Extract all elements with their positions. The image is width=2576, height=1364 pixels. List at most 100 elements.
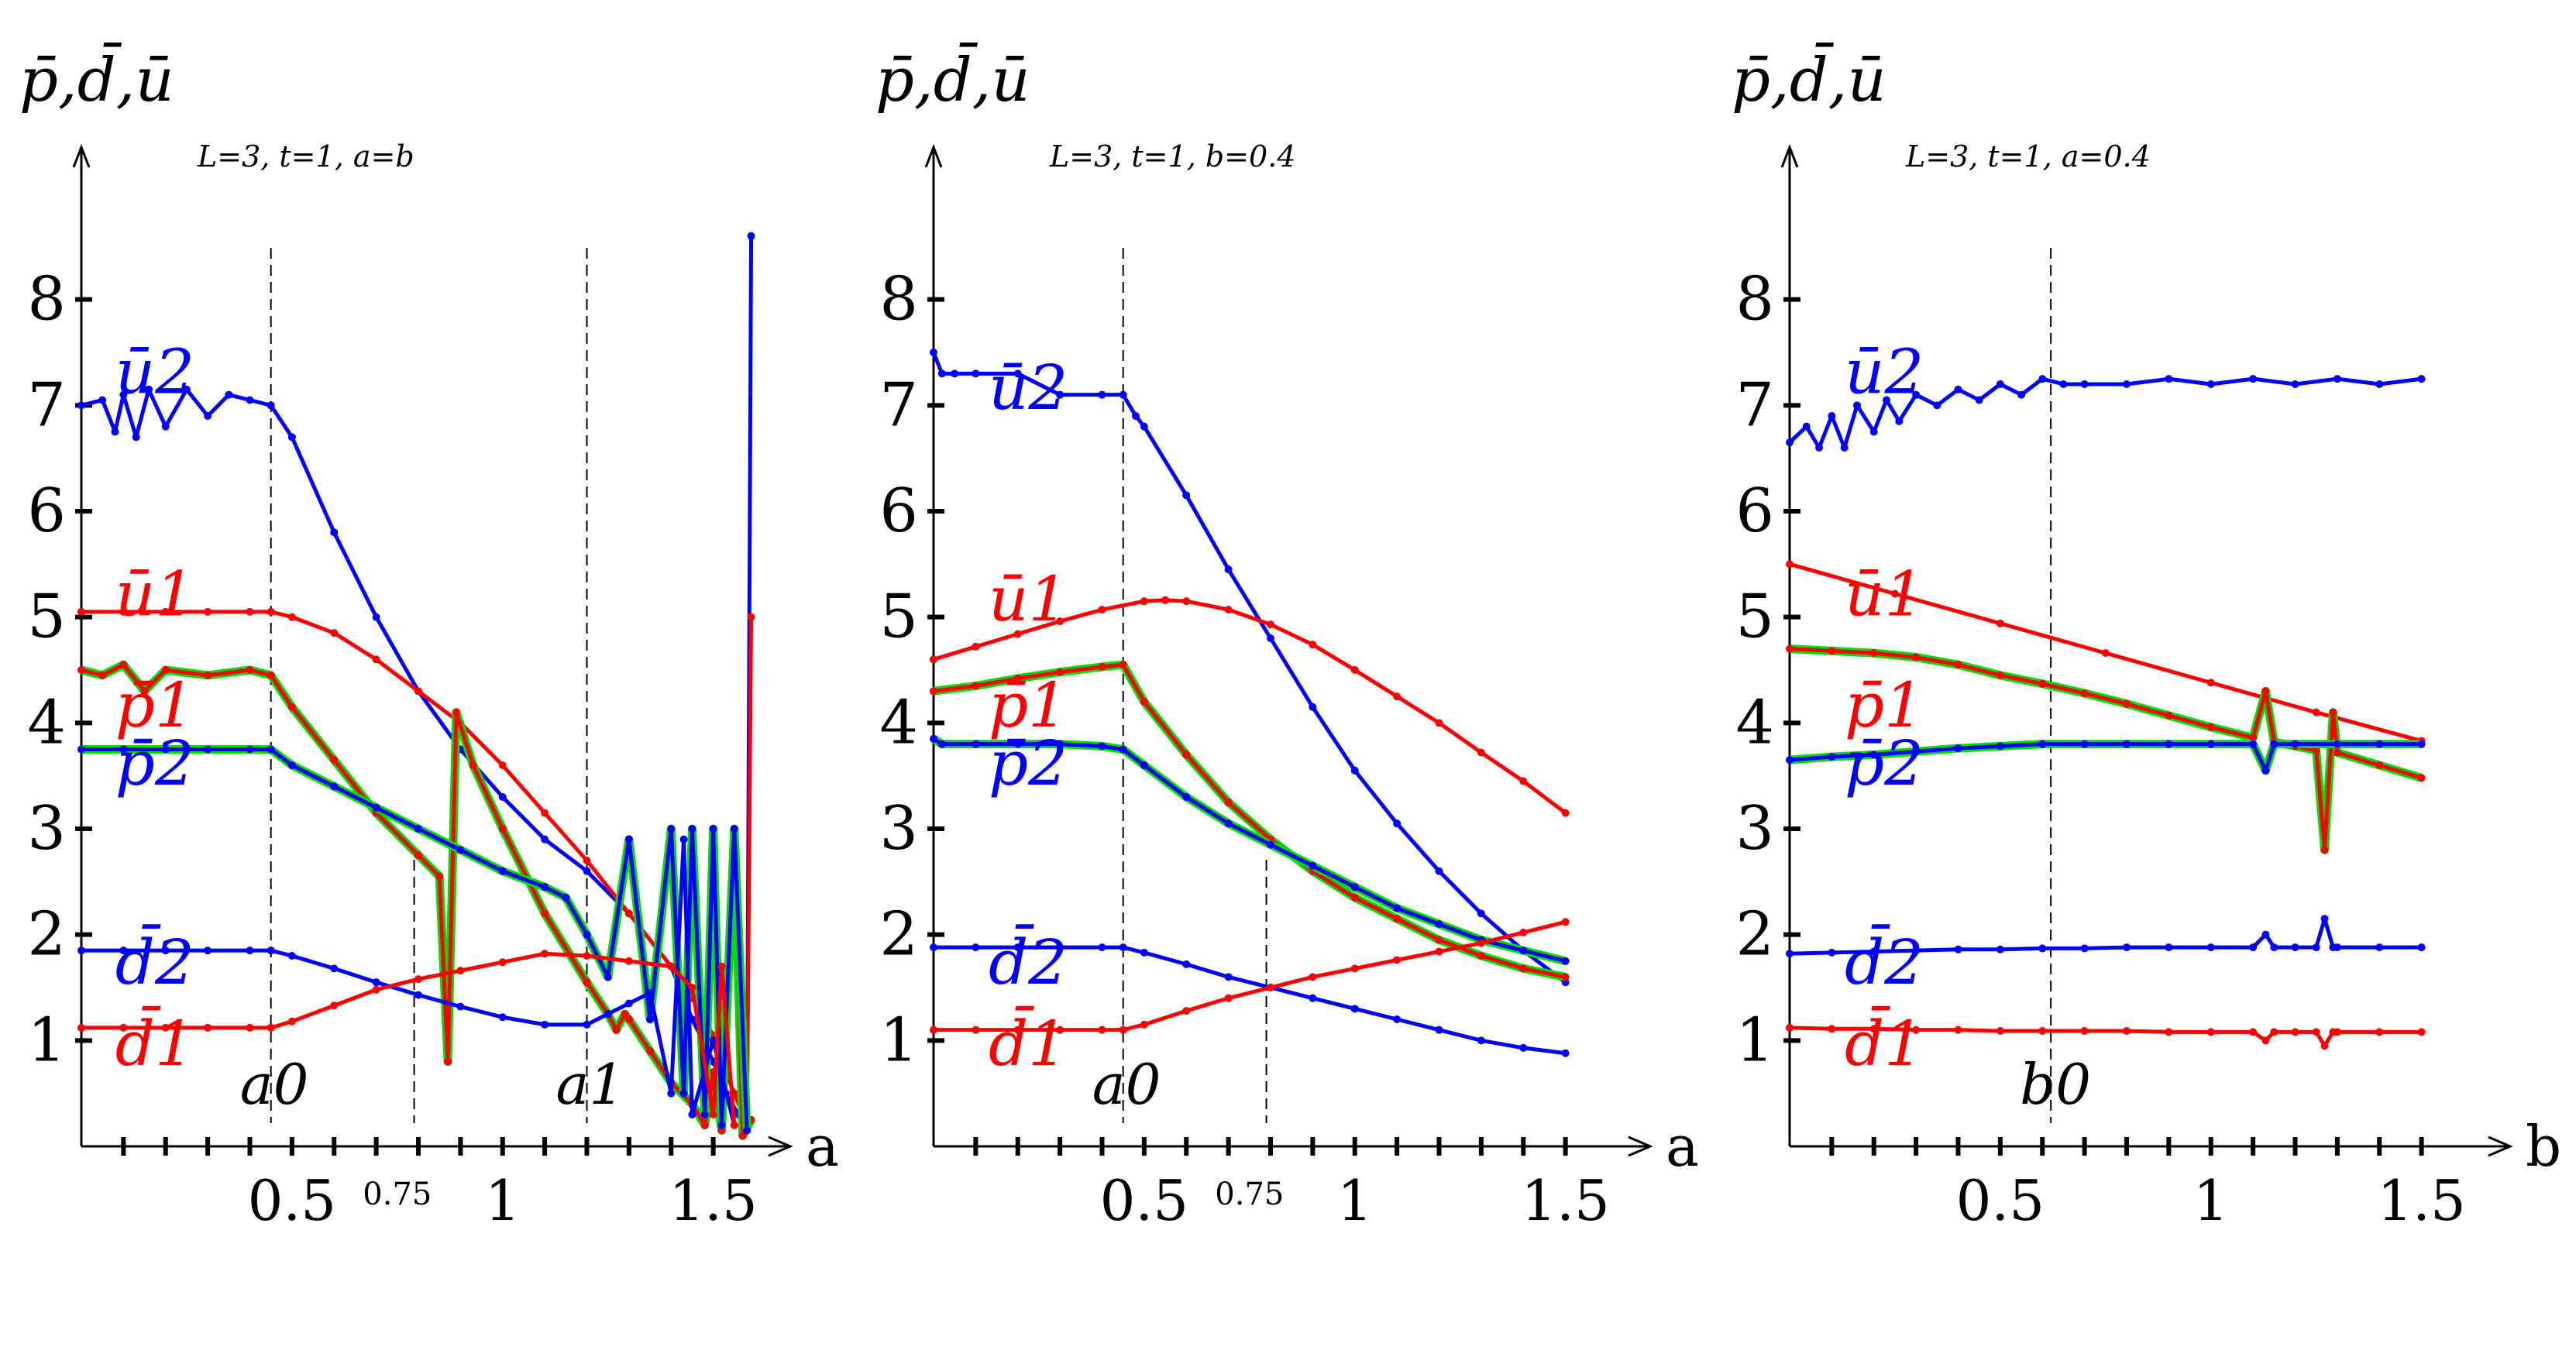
x-tick-label: 1.5 xyxy=(1521,1168,1610,1233)
data-point xyxy=(1098,662,1106,671)
data-point xyxy=(1954,744,1962,753)
y-tick-label: 7 xyxy=(1735,370,1774,440)
data-point xyxy=(119,661,128,669)
data-point xyxy=(1309,703,1317,711)
data-point xyxy=(1309,861,1317,870)
data-point xyxy=(743,1126,751,1135)
data-point xyxy=(1224,606,1233,614)
data-point xyxy=(2417,375,2426,383)
series-line-3 xyxy=(1789,742,2422,773)
series-label: d̄2 xyxy=(115,924,194,998)
data-point xyxy=(267,1023,275,1032)
data-point xyxy=(2261,1036,2270,1045)
data-point xyxy=(1119,661,1127,669)
data-point xyxy=(709,1036,717,1045)
data-point xyxy=(1132,412,1140,420)
series-label: ū1 xyxy=(989,563,1068,635)
data-point xyxy=(1140,698,1148,706)
series-line-2 xyxy=(81,662,753,1138)
x-tick-label: 1 xyxy=(2193,1168,2229,1233)
data-point xyxy=(77,401,85,410)
data-point xyxy=(1996,671,2004,679)
data-point xyxy=(2333,1028,2341,1036)
y-axis-title: p̄,d̄,ū xyxy=(19,42,174,115)
data-point xyxy=(1954,385,1962,393)
data-point xyxy=(1350,766,1359,775)
data-point xyxy=(330,782,339,791)
data-point xyxy=(1519,947,1528,955)
data-point xyxy=(1561,809,1570,817)
data-point xyxy=(1182,751,1191,759)
data-point xyxy=(541,1020,549,1029)
data-point xyxy=(688,825,696,833)
data-point xyxy=(2312,746,2320,754)
data-point xyxy=(452,708,460,716)
x-tick-label: 0.5 xyxy=(1100,1168,1189,1233)
data-point xyxy=(1895,417,1904,425)
series-label: p̄1 xyxy=(989,669,1068,741)
data-point xyxy=(246,396,254,404)
data-point xyxy=(1883,396,1891,404)
data-point xyxy=(77,666,85,674)
data-point xyxy=(1119,943,1127,952)
data-point xyxy=(372,978,380,987)
data-point xyxy=(730,1121,738,1129)
data-point xyxy=(498,958,507,967)
data-point xyxy=(2375,380,2384,388)
data-point xyxy=(2312,1028,2320,1036)
data-point xyxy=(1477,909,1485,918)
data-point xyxy=(267,401,275,410)
data-point xyxy=(583,1020,591,1029)
series-label: ū1 xyxy=(115,558,194,630)
data-point xyxy=(2291,1028,2299,1036)
data-point xyxy=(145,385,153,393)
data-point xyxy=(2270,943,2279,952)
data-point xyxy=(330,528,339,537)
y-tick-label: 8 xyxy=(27,265,66,335)
data-point xyxy=(1013,943,1022,952)
data-point xyxy=(2333,748,2341,757)
data-point xyxy=(1309,973,1317,981)
data-point xyxy=(98,396,107,404)
series-label: p̄2 xyxy=(989,727,1068,799)
data-point xyxy=(330,1002,339,1010)
data-point xyxy=(2417,943,2426,952)
data-point xyxy=(1802,422,1811,431)
y-tick-label: 8 xyxy=(1735,265,1774,335)
series-label: p̄2 xyxy=(1845,727,1924,799)
data-point xyxy=(541,809,549,817)
data-point xyxy=(1477,952,1485,960)
data-point xyxy=(1869,428,1878,436)
series-label: d̄1 xyxy=(1845,1005,1924,1080)
data-point xyxy=(456,967,465,975)
data-point xyxy=(1098,943,1106,952)
data-point xyxy=(1309,994,1317,1002)
data-point xyxy=(1224,565,1233,574)
data-point xyxy=(2320,915,2329,923)
data-point xyxy=(1350,964,1359,973)
series-line-4 xyxy=(81,837,737,1126)
data-point xyxy=(414,851,422,860)
data-point xyxy=(2165,1028,2173,1036)
data-point xyxy=(119,947,128,955)
y-tick-label: 3 xyxy=(1735,794,1774,864)
data-point xyxy=(667,962,676,971)
data-point xyxy=(1098,1026,1106,1034)
data-point xyxy=(2333,375,2341,383)
data-point xyxy=(498,867,507,875)
data-point xyxy=(1786,756,1794,764)
data-point xyxy=(1828,1025,1836,1033)
y-tick-label: 6 xyxy=(27,476,66,546)
data-point xyxy=(1996,380,2004,388)
data-point xyxy=(498,825,507,833)
data-point xyxy=(1013,1026,1022,1034)
y-tick-label: 3 xyxy=(879,794,918,864)
data-point xyxy=(1056,390,1064,399)
data-point xyxy=(1182,1007,1191,1015)
x-axis-title: a xyxy=(1666,1114,1699,1179)
y-tick-label: 2 xyxy=(879,900,918,970)
data-point xyxy=(372,803,380,812)
chart-panel-b: p̄,d̄,ū L=3, t=1, b=0.4 a 0.5 0.75 1 1.5 1 2 3 4 5 6… xyxy=(875,42,1699,1233)
data-point xyxy=(119,607,128,616)
data-point xyxy=(624,1015,633,1023)
